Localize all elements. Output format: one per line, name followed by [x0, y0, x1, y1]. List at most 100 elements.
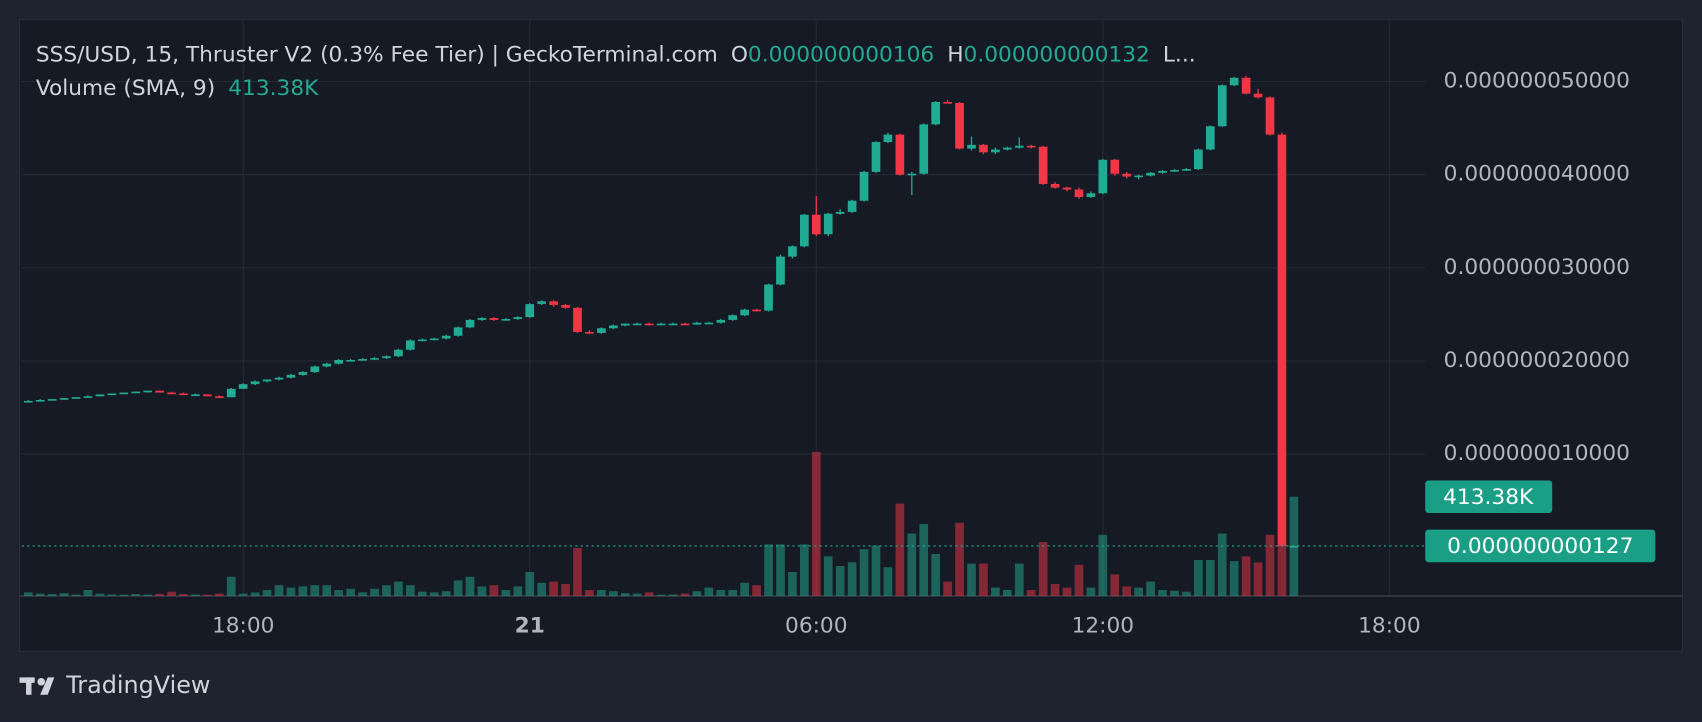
candle-body — [274, 377, 284, 380]
volume-bar — [358, 592, 367, 597]
volume-bar — [513, 586, 523, 597]
volume-bar — [262, 589, 272, 597]
candle-body — [859, 171, 869, 201]
candle-body — [1050, 183, 1060, 188]
plot-layer: 0.000000010000 0.000000020000 0.0000000300… — [19, 19, 1683, 651]
volume-bar — [883, 567, 893, 597]
volume-bar — [71, 594, 81, 597]
candle-body — [119, 392, 129, 395]
volume-legend: Volume (SMA, 9) 413.38K — [36, 76, 319, 101]
candle-body — [238, 384, 248, 389]
candle-body — [191, 394, 200, 397]
candle-body — [47, 399, 57, 401]
candle-body — [943, 102, 952, 104]
volume-bar — [1146, 581, 1155, 597]
candle-body — [692, 322, 702, 325]
volume-bar — [895, 503, 905, 597]
candle-body — [1241, 77, 1251, 94]
candle-body — [764, 284, 773, 311]
candle-body — [740, 309, 749, 316]
candle-body — [632, 323, 642, 326]
volume-bar — [907, 533, 917, 597]
candle-body — [597, 328, 606, 333]
candle-body — [608, 325, 618, 329]
high-value: 0.000000000132 — [964, 42, 1150, 67]
candle-body — [203, 394, 212, 397]
volume-bar — [214, 593, 224, 597]
volume-bar — [776, 544, 785, 597]
volume-bar — [847, 562, 857, 597]
candle-body — [1134, 175, 1143, 178]
volume-bar — [931, 553, 941, 597]
volume-bar — [119, 594, 129, 597]
candle-body — [525, 304, 535, 318]
x-axis-clip — [1425, 598, 1682, 651]
candle-body — [776, 256, 785, 285]
chart-panel — [18, 19, 1684, 652]
volume-bar — [1122, 586, 1132, 597]
candle-body — [1277, 134, 1287, 547]
volume-bar — [35, 593, 45, 597]
volume-bar — [764, 544, 773, 597]
candle-body — [991, 149, 1000, 153]
x-tick-label: 06:00 — [785, 613, 848, 638]
candle-body — [668, 323, 678, 326]
volume-bar — [656, 594, 666, 597]
volume-bar — [668, 594, 678, 597]
volume-value: 413.38K — [228, 76, 319, 101]
logo-shape — [37, 677, 46, 686]
candle-body — [346, 359, 355, 362]
volume-bar — [835, 565, 845, 597]
volume-bar — [1086, 587, 1096, 597]
candle-body — [680, 323, 690, 326]
volume-bar — [680, 593, 690, 597]
candle-body — [358, 359, 367, 361]
candle-body — [1062, 187, 1072, 190]
volume-bar — [692, 591, 702, 597]
price-badge-label: 0.000000000127 — [1447, 534, 1633, 559]
volume-bar — [1241, 556, 1251, 597]
volume-bar — [871, 545, 881, 597]
candle-body — [620, 323, 630, 326]
candle-body — [167, 392, 176, 395]
candle-body — [1038, 146, 1048, 184]
volume-bar — [800, 544, 809, 597]
volume-bar — [95, 593, 105, 597]
volume-bar — [59, 593, 69, 597]
volume-bar — [429, 592, 439, 597]
volume-bar — [955, 522, 964, 597]
volume-bar — [1038, 541, 1048, 597]
volume-bar — [107, 594, 117, 597]
candle-body — [298, 372, 308, 375]
volume-bar — [632, 593, 642, 597]
volume-bar — [465, 576, 475, 597]
volume-badge-label: 413.38K — [1443, 485, 1534, 510]
low-key: L... — [1163, 42, 1196, 67]
volume-bar — [1229, 561, 1239, 597]
volume-bar — [346, 588, 355, 597]
candle-body — [453, 327, 463, 336]
candle-body — [429, 338, 439, 341]
candle-body — [501, 318, 511, 321]
open-value: 0.000000000106 — [748, 42, 934, 67]
volume-bar — [1134, 587, 1143, 597]
candle-body — [1014, 145, 1024, 148]
candle-body — [537, 301, 547, 305]
candle-body — [1289, 545, 1299, 548]
candle-body — [967, 144, 976, 149]
volume-bar — [740, 582, 749, 597]
logo-shape — [26, 677, 32, 695]
volume-bar — [1265, 534, 1275, 597]
volume-bar — [179, 594, 188, 597]
open-key: O — [731, 42, 748, 67]
volume-bar — [1098, 534, 1108, 597]
volume-bar — [859, 549, 869, 597]
candle-body — [406, 340, 415, 350]
volume-bar — [537, 582, 547, 597]
x-tick-label: 18:00 — [212, 613, 274, 638]
volume-bar — [370, 588, 379, 597]
candle-body — [1098, 159, 1108, 194]
candle-body — [59, 398, 69, 400]
volume-bar — [143, 594, 153, 597]
